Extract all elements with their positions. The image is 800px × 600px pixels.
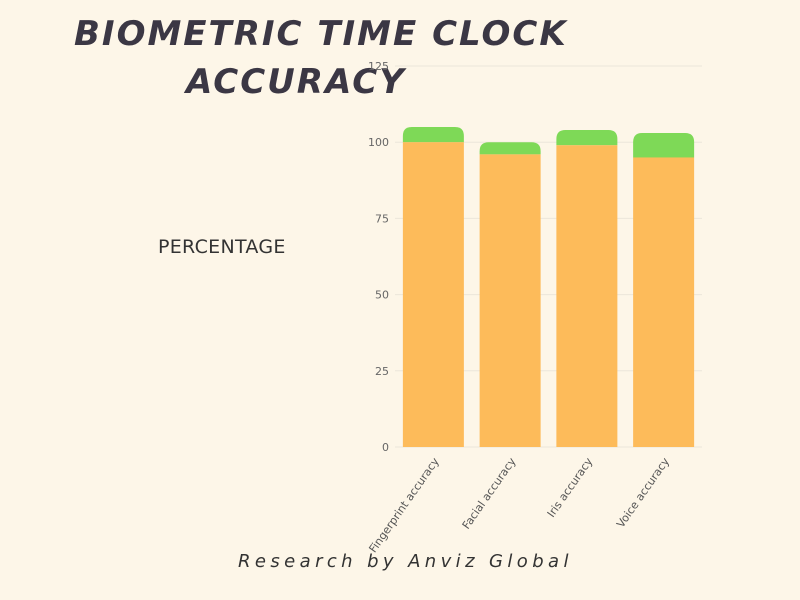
footer-credit: Research by Anviz Global — [238, 551, 573, 572]
y-tick-label: 75 — [375, 212, 389, 225]
chart-title-line-1: BIOMETRIC TIME CLOCK — [74, 14, 568, 54]
bar-segment-base — [402, 142, 464, 447]
x-category-label: Fingerprint accuracy — [366, 455, 442, 555]
bar-segment-top — [479, 142, 541, 155]
chart-title-line-2: ACCURACY — [186, 62, 406, 102]
bar-segment-base — [556, 145, 618, 448]
y-tick-label: 125 — [368, 60, 389, 73]
x-category-label: Iris accuracy — [545, 455, 596, 520]
bar-segment-base — [633, 157, 695, 447]
bar-segment-top — [556, 130, 618, 146]
x-category-label: Facial accuracy — [460, 455, 519, 532]
bar-segment-top — [633, 133, 695, 158]
y-tick-label: 25 — [375, 365, 389, 378]
y-tick-label: 100 — [368, 136, 389, 149]
y-tick-label: 0 — [382, 441, 389, 454]
bar-segment-top — [402, 126, 464, 143]
y-axis-label: PERCENTAGE — [158, 236, 286, 258]
x-category-label: Voice accuracy — [614, 455, 672, 530]
bar-segment-base — [479, 154, 541, 447]
y-tick-label: 50 — [375, 289, 389, 302]
